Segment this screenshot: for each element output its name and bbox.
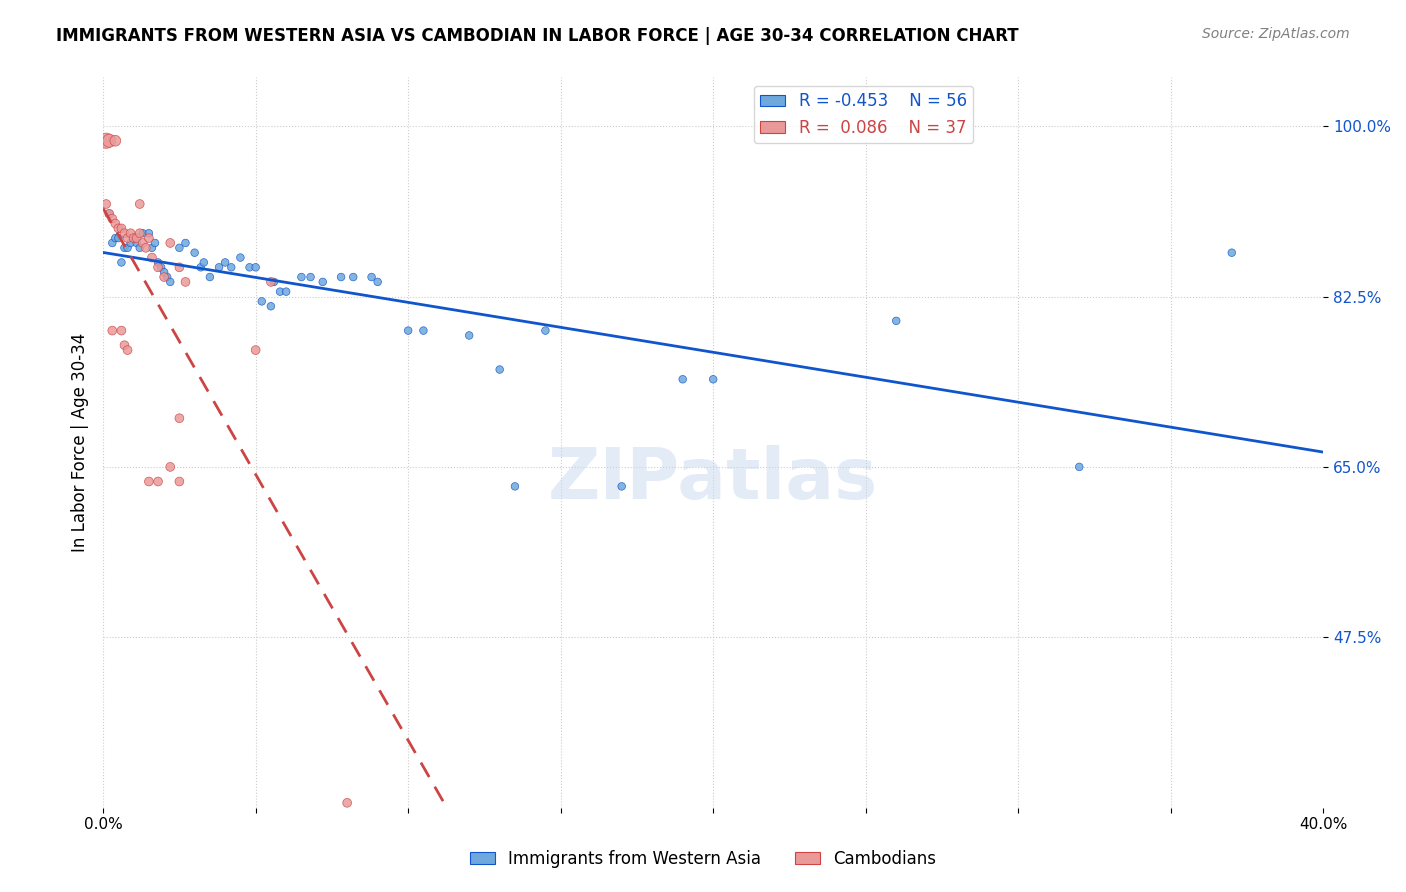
Point [208, 260, 231, 275]
Point [312, 275, 335, 289]
Point [299, 270, 322, 285]
Point [269, 285, 291, 299]
Point [183, 245, 205, 260]
Legend: R = -0.453    N = 56, R =  0.086    N = 37: R = -0.453 N = 56, R = 0.086 N = 37 [754, 86, 973, 144]
Point [174, 235, 197, 250]
Point [104, 134, 127, 148]
Point [114, 226, 136, 240]
Point [198, 270, 221, 285]
Point [143, 235, 166, 250]
Point [1069, 459, 1091, 474]
Point [138, 231, 160, 245]
Point [219, 260, 242, 275]
Point [156, 270, 179, 285]
Point [125, 231, 148, 245]
Point [104, 231, 127, 245]
Point [250, 294, 273, 309]
Point [138, 475, 160, 489]
Point [214, 255, 236, 269]
Point [245, 343, 267, 357]
Point [107, 231, 129, 245]
Point [360, 270, 382, 285]
Point [132, 235, 155, 250]
Point [190, 260, 212, 275]
Point [169, 241, 191, 255]
Point [342, 270, 364, 285]
Point [672, 372, 695, 386]
Point [114, 241, 136, 255]
Text: Source: ZipAtlas.com: Source: ZipAtlas.com [1202, 27, 1350, 41]
Point [146, 475, 169, 489]
Point [146, 260, 169, 275]
Point [98, 134, 121, 148]
Legend: Immigrants from Western Asia, Cambodians: Immigrants from Western Asia, Cambodians [464, 844, 942, 875]
Point [98, 207, 121, 221]
Point [330, 270, 353, 285]
Point [534, 324, 557, 338]
Point [128, 241, 150, 255]
Point [125, 235, 148, 250]
Point [193, 255, 215, 269]
Point [159, 235, 181, 250]
Point [174, 275, 197, 289]
Point [132, 226, 155, 240]
Text: IMMIGRANTS FROM WESTERN ASIA VS CAMBODIAN IN LABOR FORCE | AGE 30-34 CORRELATION: IMMIGRANTS FROM WESTERN ASIA VS CAMBODIA… [56, 27, 1019, 45]
Point [396, 324, 419, 338]
Point [104, 217, 127, 231]
Point [290, 270, 312, 285]
Point [138, 226, 160, 240]
Point [128, 226, 150, 240]
Point [260, 275, 283, 289]
Point [98, 207, 121, 221]
Point [141, 241, 163, 255]
Point [159, 459, 181, 474]
Point [503, 479, 526, 493]
Point [458, 328, 481, 343]
Point [229, 251, 252, 265]
Point [110, 324, 132, 338]
Point [702, 372, 724, 386]
Point [101, 235, 124, 250]
Point [169, 260, 191, 275]
Point [114, 338, 136, 352]
Point [260, 299, 283, 313]
Point [610, 479, 633, 493]
Point [153, 265, 176, 279]
Point [884, 314, 907, 328]
Point [336, 796, 359, 810]
Point [135, 241, 157, 255]
Point [120, 226, 142, 240]
Point [169, 475, 191, 489]
Point [245, 260, 267, 275]
Point [101, 324, 124, 338]
Point [128, 197, 150, 211]
Point [169, 411, 191, 425]
Text: ZIPatlas: ZIPatlas [548, 444, 879, 514]
Point [159, 275, 181, 289]
Point [276, 285, 298, 299]
Point [150, 260, 173, 275]
Point [412, 324, 434, 338]
Point [101, 211, 124, 226]
Point [120, 235, 142, 250]
Point [153, 270, 176, 285]
Point [141, 251, 163, 265]
Point [238, 260, 260, 275]
Point [367, 275, 389, 289]
Point [117, 241, 139, 255]
Y-axis label: In Labor Force | Age 30-34: In Labor Force | Age 30-34 [72, 333, 89, 552]
Point [96, 134, 118, 148]
Point [117, 343, 139, 357]
Point [263, 275, 285, 289]
Point [122, 231, 145, 245]
Point [122, 231, 145, 245]
Point [146, 255, 169, 269]
Point [107, 221, 129, 235]
Point [488, 362, 510, 376]
Point [96, 197, 118, 211]
Point [117, 231, 139, 245]
Point [1220, 245, 1243, 260]
Point [110, 221, 132, 235]
Point [110, 255, 132, 269]
